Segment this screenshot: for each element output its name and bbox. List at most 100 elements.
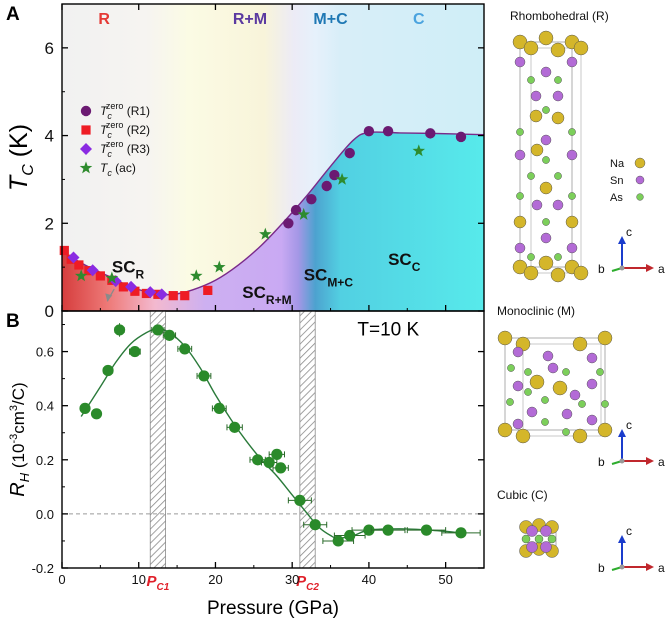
phase-label-4: SCC [388, 250, 421, 274]
hall-point [252, 454, 264, 466]
c-axis-label: c [626, 225, 632, 239]
hall-point [275, 462, 287, 474]
hall-data-point [162, 329, 177, 341]
a-axis-head [646, 563, 654, 571]
as-atom [554, 172, 562, 180]
hall-data-point [303, 519, 328, 531]
na-atom [552, 380, 568, 396]
tc-point-ac [412, 144, 426, 157]
c-axis-label: c [626, 418, 632, 432]
hall-point [79, 402, 91, 414]
na-atom [573, 40, 589, 56]
axis-origin [619, 458, 625, 464]
b-y-tick-label: 0.4 [36, 399, 54, 414]
sn-atom [552, 199, 564, 211]
region-label-3: M+C [313, 11, 348, 28]
sn-atom [569, 389, 581, 401]
sn-atom [512, 346, 524, 358]
sn-atom [561, 408, 573, 420]
na-atom [538, 255, 554, 271]
na-atom [538, 30, 554, 46]
as-atom [524, 368, 532, 376]
panel-b-temperature-label: T=10 K [357, 319, 419, 340]
as-atom [568, 128, 576, 136]
rhombohedral-title: Rhombohedral (R) [510, 9, 609, 23]
b-x-tick-label: 20 [208, 572, 222, 587]
a-y-tick-label: 6 [45, 39, 54, 58]
sn-atom [514, 149, 526, 161]
sn-atom [512, 380, 524, 392]
hall-point [213, 402, 225, 414]
hall-point [129, 345, 141, 358]
monoclinic-cell-back [522, 343, 602, 437]
tc-point-r1 [425, 128, 436, 139]
legend-label-3: Tczero (R3) [100, 139, 150, 159]
na-atom [597, 330, 613, 346]
tc-point-ac [335, 172, 349, 185]
as-atom [562, 368, 570, 376]
element-legend-marker [635, 175, 645, 185]
hall-point [309, 519, 321, 531]
tc-point-ac [259, 227, 272, 240]
sn-atom [531, 199, 543, 211]
sn-atom [540, 525, 552, 537]
na-atom [539, 181, 553, 195]
tc-point-r1 [306, 193, 317, 205]
hall-point [455, 527, 467, 539]
sn-atom [566, 56, 578, 68]
hall-data-point [226, 421, 243, 433]
element-legend-as: As [610, 192, 623, 204]
tc-point-ac [105, 271, 119, 284]
b-axis-label: b [598, 455, 605, 469]
sn-atom [552, 90, 564, 102]
hall-data-point [441, 527, 481, 539]
tc-point-ac [297, 207, 310, 220]
hall-point [382, 524, 394, 536]
na-atom [597, 422, 613, 438]
hall-point [113, 324, 126, 336]
as-atom [527, 76, 535, 84]
tc-point-r1 [382, 125, 394, 137]
as-atom [524, 388, 532, 396]
phase-label-1: SCR [112, 257, 145, 281]
sn-atom [514, 56, 526, 68]
a-y-tick-label: 2 [45, 214, 54, 233]
element-legend-na: Na [610, 158, 625, 170]
hall-point [102, 364, 114, 377]
b-x-tick-label: 50 [438, 572, 452, 587]
tc-point-r2 [130, 286, 140, 296]
as-atom [527, 172, 535, 180]
hall-data-point [268, 448, 286, 460]
tc-point-r3 [155, 288, 168, 301]
as-atom [516, 192, 524, 200]
as-atom [596, 368, 604, 376]
tc-point-r1 [283, 218, 294, 229]
sn-atom [540, 232, 552, 244]
sn-atom [540, 134, 552, 146]
na-atom [515, 428, 531, 444]
as-atom [534, 534, 544, 544]
as-atom [507, 364, 515, 372]
hall-data-point [322, 535, 355, 547]
hall-data-point [196, 370, 212, 382]
na-atom [565, 215, 579, 229]
hall-fit-curve [80, 327, 462, 539]
a-axis-label: a [658, 561, 665, 575]
na-atom [550, 42, 566, 58]
sn-atom [540, 66, 552, 78]
c-axis-label: c [626, 524, 632, 538]
tc-point-r1 [455, 131, 467, 143]
legend-label-4: Tc (ac) [100, 161, 136, 178]
b-y-tick-label: 0.2 [36, 453, 54, 468]
hall-point [198, 370, 210, 382]
hall-data-point [177, 343, 193, 355]
sn-atom [566, 149, 578, 161]
hall-data-point [272, 462, 289, 474]
hall-data-point [211, 402, 227, 414]
hall-data-point [249, 454, 266, 466]
na-atom [497, 330, 513, 346]
hall-data-point [113, 323, 126, 337]
as-atom [542, 218, 550, 226]
tc-point-ac [74, 269, 88, 282]
